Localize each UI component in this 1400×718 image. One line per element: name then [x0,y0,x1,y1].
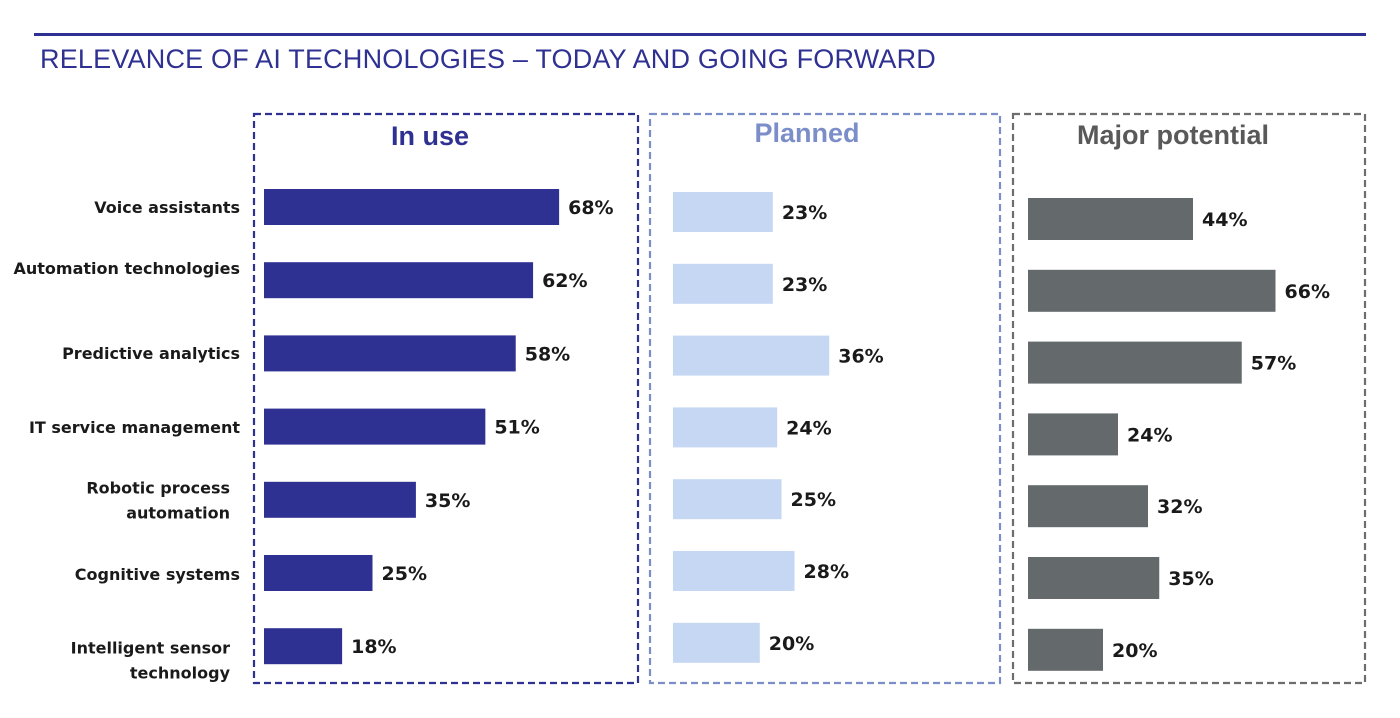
bar-major-potential [1028,557,1160,599]
panel-title-major-potential: Major potential [1077,120,1269,150]
panel-title-planned: Planned [754,118,859,148]
bar-in-use [264,189,560,225]
category-label-line: Robotic process [86,479,230,498]
title-rule [34,33,1366,36]
category-label-line: Predictive analytics [62,344,240,363]
value-label-in-use: 62% [542,270,587,292]
bar-in-use [264,555,373,591]
bar-major-potential [1028,341,1242,384]
chart-title: RELEVANCE OF AI TECHNOLOGIES – TODAY AND… [40,44,936,74]
value-label-planned: 28% [804,561,849,583]
bar-planned [673,335,830,376]
value-label-in-use: 51% [494,417,539,439]
category-label-line: automation [126,504,230,523]
bar-planned [673,551,795,591]
value-label-major-potential: 32% [1157,496,1202,518]
category-label: Voice assistants [94,198,240,217]
category-label-line: technology [130,664,231,683]
bar-major-potential [1028,269,1276,312]
category-label-line: Automation technologies [13,259,240,278]
value-label-planned: 24% [786,417,831,439]
value-label-in-use: 25% [382,563,427,585]
value-label-in-use: 58% [525,343,570,365]
category-label-line: Cognitive systems [75,565,240,584]
value-label-in-use: 68% [568,197,613,219]
bar-in-use [264,481,416,518]
value-label-planned: 25% [791,489,836,511]
value-label-major-potential: 57% [1251,353,1296,375]
bar-major-potential [1028,628,1103,671]
bar-in-use [264,262,534,299]
panel-frame-major-potential [1011,112,1367,685]
bar-planned [673,263,773,304]
category-label: IT service management [29,418,240,437]
panel-frame-in-use [252,112,640,685]
bar-major-potential [1028,198,1193,240]
value-label-in-use: 35% [425,490,470,512]
category-label: Cognitive systems [75,565,240,584]
value-label-major-potential: 35% [1168,568,1213,590]
category-label: Predictive analytics [62,344,240,363]
bar-planned [673,622,760,663]
value-label-planned: 20% [769,633,814,655]
category-label-line: IT service management [29,418,240,437]
bar-major-potential [1028,413,1118,456]
bar-in-use [264,335,516,372]
panel-title-in-use: In use [391,121,469,151]
bar-in-use [264,628,343,665]
value-label-planned: 36% [838,346,883,368]
category-label: Automation technologies [13,259,240,278]
bar-major-potential [1028,485,1148,528]
panel-frame-planned [648,112,1002,685]
value-label-major-potential: 24% [1127,424,1172,446]
value-label-planned: 23% [782,202,827,224]
bar-planned [673,479,782,520]
value-label-major-potential: 44% [1202,209,1247,231]
category-label: Intelligent sensor technology [71,639,231,683]
bar-planned [673,192,773,232]
value-label-in-use: 18% [351,636,396,658]
bar-in-use [264,408,486,445]
bar-planned [673,407,778,448]
category-label: Robotic process automation [86,479,230,523]
category-label-line: Intelligent sensor [71,639,230,658]
value-label-major-potential: 66% [1285,281,1330,303]
category-label-line: Voice assistants [94,198,240,217]
value-label-planned: 23% [782,274,827,296]
value-label-major-potential: 20% [1112,640,1157,662]
